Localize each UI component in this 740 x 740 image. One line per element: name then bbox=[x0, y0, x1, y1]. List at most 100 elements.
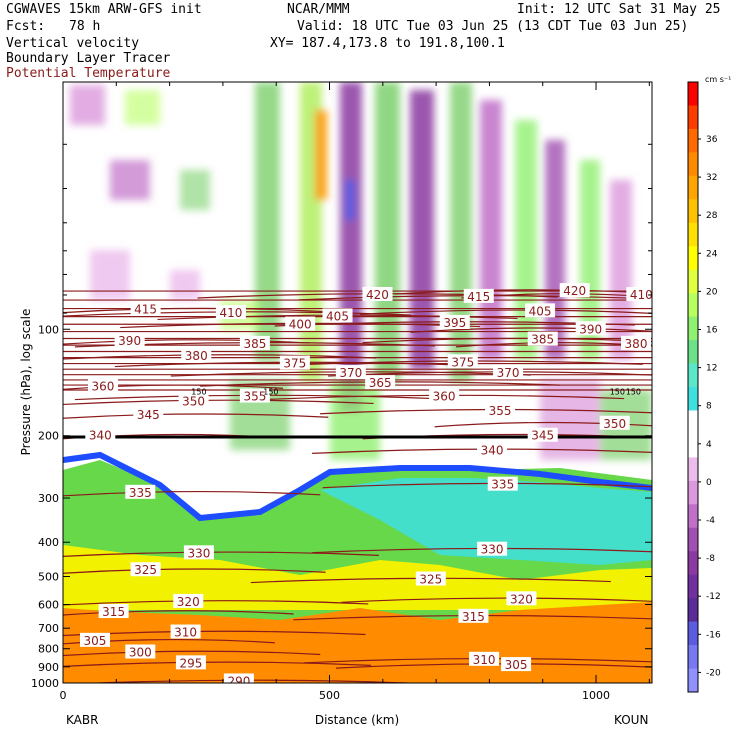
colorbar-label: 0 bbox=[706, 478, 712, 488]
theta-label-bg bbox=[87, 378, 118, 393]
theta-label: 395 bbox=[443, 316, 466, 330]
theta-label-bg bbox=[322, 308, 353, 323]
colorbar-swatch bbox=[688, 645, 698, 670]
theta-label: 320 bbox=[510, 592, 533, 606]
colorbar-label: -8 bbox=[706, 554, 715, 564]
y-tick-label: 900 bbox=[38, 661, 59, 674]
theta-label-bg bbox=[181, 347, 212, 362]
tracer-yellow-layer bbox=[63, 545, 652, 610]
theta-label-bg bbox=[599, 415, 630, 430]
theta-label-bg bbox=[493, 365, 524, 380]
theta-label: 320 bbox=[177, 595, 200, 609]
colorbar-swatch bbox=[688, 246, 698, 271]
theta-label-bg bbox=[439, 314, 470, 329]
theta-label-bg bbox=[429, 388, 460, 403]
y-tick-label: 300 bbox=[38, 492, 59, 505]
y-axis-title: Pressure (hPa), log scale bbox=[19, 309, 33, 456]
theta-contour bbox=[63, 610, 294, 616]
theta-label-bg bbox=[130, 301, 161, 316]
theta-contour bbox=[341, 597, 652, 603]
colorbar-swatch bbox=[688, 316, 698, 341]
theta-label-bg bbox=[477, 541, 508, 556]
colorbar-swatch bbox=[688, 410, 698, 435]
theta-label-bg bbox=[469, 651, 500, 666]
theta-label-bg bbox=[98, 604, 129, 619]
theta-label: 335 bbox=[491, 478, 514, 492]
valid-time: Valid: 18 UTC Tue 03 Jun 25 (13 CDT Tue … bbox=[297, 19, 689, 34]
x-tick-label: 500 bbox=[319, 689, 340, 702]
theta-label-bg bbox=[463, 288, 494, 303]
theta-label-bg bbox=[215, 305, 246, 320]
x-end-label: KOUN bbox=[614, 713, 648, 727]
x-axis-title: Distance (km) bbox=[315, 713, 399, 727]
theta-label-bg bbox=[170, 624, 201, 639]
theta-label: 295 bbox=[179, 656, 202, 670]
colorbar-swatch bbox=[688, 457, 698, 482]
colorbar-frame bbox=[687, 81, 699, 693]
theta-contour bbox=[63, 551, 379, 557]
theta-label-bg bbox=[239, 335, 270, 350]
theta-label-bg bbox=[125, 484, 156, 499]
theta-label-bg bbox=[279, 355, 310, 370]
y-tick-label: 400 bbox=[38, 536, 59, 549]
theta-label: 410 bbox=[219, 306, 242, 320]
theta-label-bg bbox=[79, 632, 110, 647]
theta-contour bbox=[63, 339, 310, 345]
init-time: Init: 12 UTC Sat 31 May 25 bbox=[517, 2, 721, 17]
y-tick-label: 800 bbox=[38, 643, 59, 656]
theta-label: 335 bbox=[129, 486, 152, 500]
cross-section-xy: XY= 187.4,173.8 to 191.8,100.1 bbox=[270, 36, 505, 51]
theta-label: 400 bbox=[289, 318, 312, 332]
theta-label-bg bbox=[621, 335, 652, 350]
theta-label: 305 bbox=[505, 658, 528, 672]
theta-label-bg bbox=[458, 608, 489, 623]
theta-label-bg bbox=[223, 673, 254, 683]
x-tick-label: 0 bbox=[60, 689, 67, 702]
field-boundary-layer-tracer: Boundary Layer Tracer bbox=[6, 51, 171, 66]
fcst-value: 78 h bbox=[69, 19, 101, 34]
theta-label-bg bbox=[415, 571, 446, 586]
theta-label: 420 bbox=[366, 288, 389, 302]
colorbar-swatch bbox=[688, 105, 698, 130]
theta-label-bg bbox=[525, 303, 556, 318]
theta-label: 365 bbox=[369, 376, 392, 390]
theta-contour bbox=[63, 490, 321, 497]
colorbar-label: 16 bbox=[706, 326, 718, 336]
theta-contour bbox=[63, 413, 329, 419]
tracer-label: 150 bbox=[626, 388, 641, 397]
colorbar-swatch bbox=[688, 551, 698, 576]
theta-label: 345 bbox=[137, 408, 160, 422]
x-axis: 0 500 1000 bbox=[60, 82, 650, 702]
theta-label-bg bbox=[335, 365, 366, 380]
theta-contour bbox=[63, 399, 374, 406]
colorbar-label: 28 bbox=[706, 211, 718, 221]
theta-label-bg bbox=[285, 316, 316, 331]
colorbar-swatch bbox=[688, 199, 698, 224]
x-start-label: KABR bbox=[66, 713, 98, 727]
theta-label: 355 bbox=[243, 390, 266, 404]
colorbar-swatch bbox=[688, 387, 698, 411]
theta-label-bg bbox=[239, 388, 270, 403]
theta-label: 390 bbox=[579, 322, 602, 336]
colorbar-swatch bbox=[688, 480, 698, 505]
colorbar-swatch bbox=[688, 293, 698, 318]
theta-label: 405 bbox=[326, 309, 349, 323]
colorbar-label: 20 bbox=[706, 287, 718, 297]
colorbar-label: 32 bbox=[706, 173, 717, 183]
theta-label: 325 bbox=[134, 563, 157, 577]
theta-label-bg bbox=[178, 393, 209, 408]
field-potential-temperature: Potential Temperature bbox=[6, 66, 171, 81]
colorbar-label: -20 bbox=[706, 668, 721, 678]
tracer-label: 150 bbox=[610, 388, 625, 397]
theta-label: 310 bbox=[174, 626, 197, 640]
theta-label-bg bbox=[527, 331, 558, 346]
colorbar-unit: cm s⁻¹ bbox=[705, 75, 731, 84]
colorbar-swatch bbox=[688, 504, 698, 529]
colorbar-swatch bbox=[688, 269, 698, 294]
colorbar-swatch bbox=[688, 598, 698, 623]
y-tick-label: 200 bbox=[38, 430, 59, 443]
y-axis: 100 200 300 400 500 600 700 800 900 1000 bbox=[31, 143, 652, 690]
theta-label: 360 bbox=[433, 390, 456, 404]
tracer-cyan-layer bbox=[320, 478, 652, 565]
